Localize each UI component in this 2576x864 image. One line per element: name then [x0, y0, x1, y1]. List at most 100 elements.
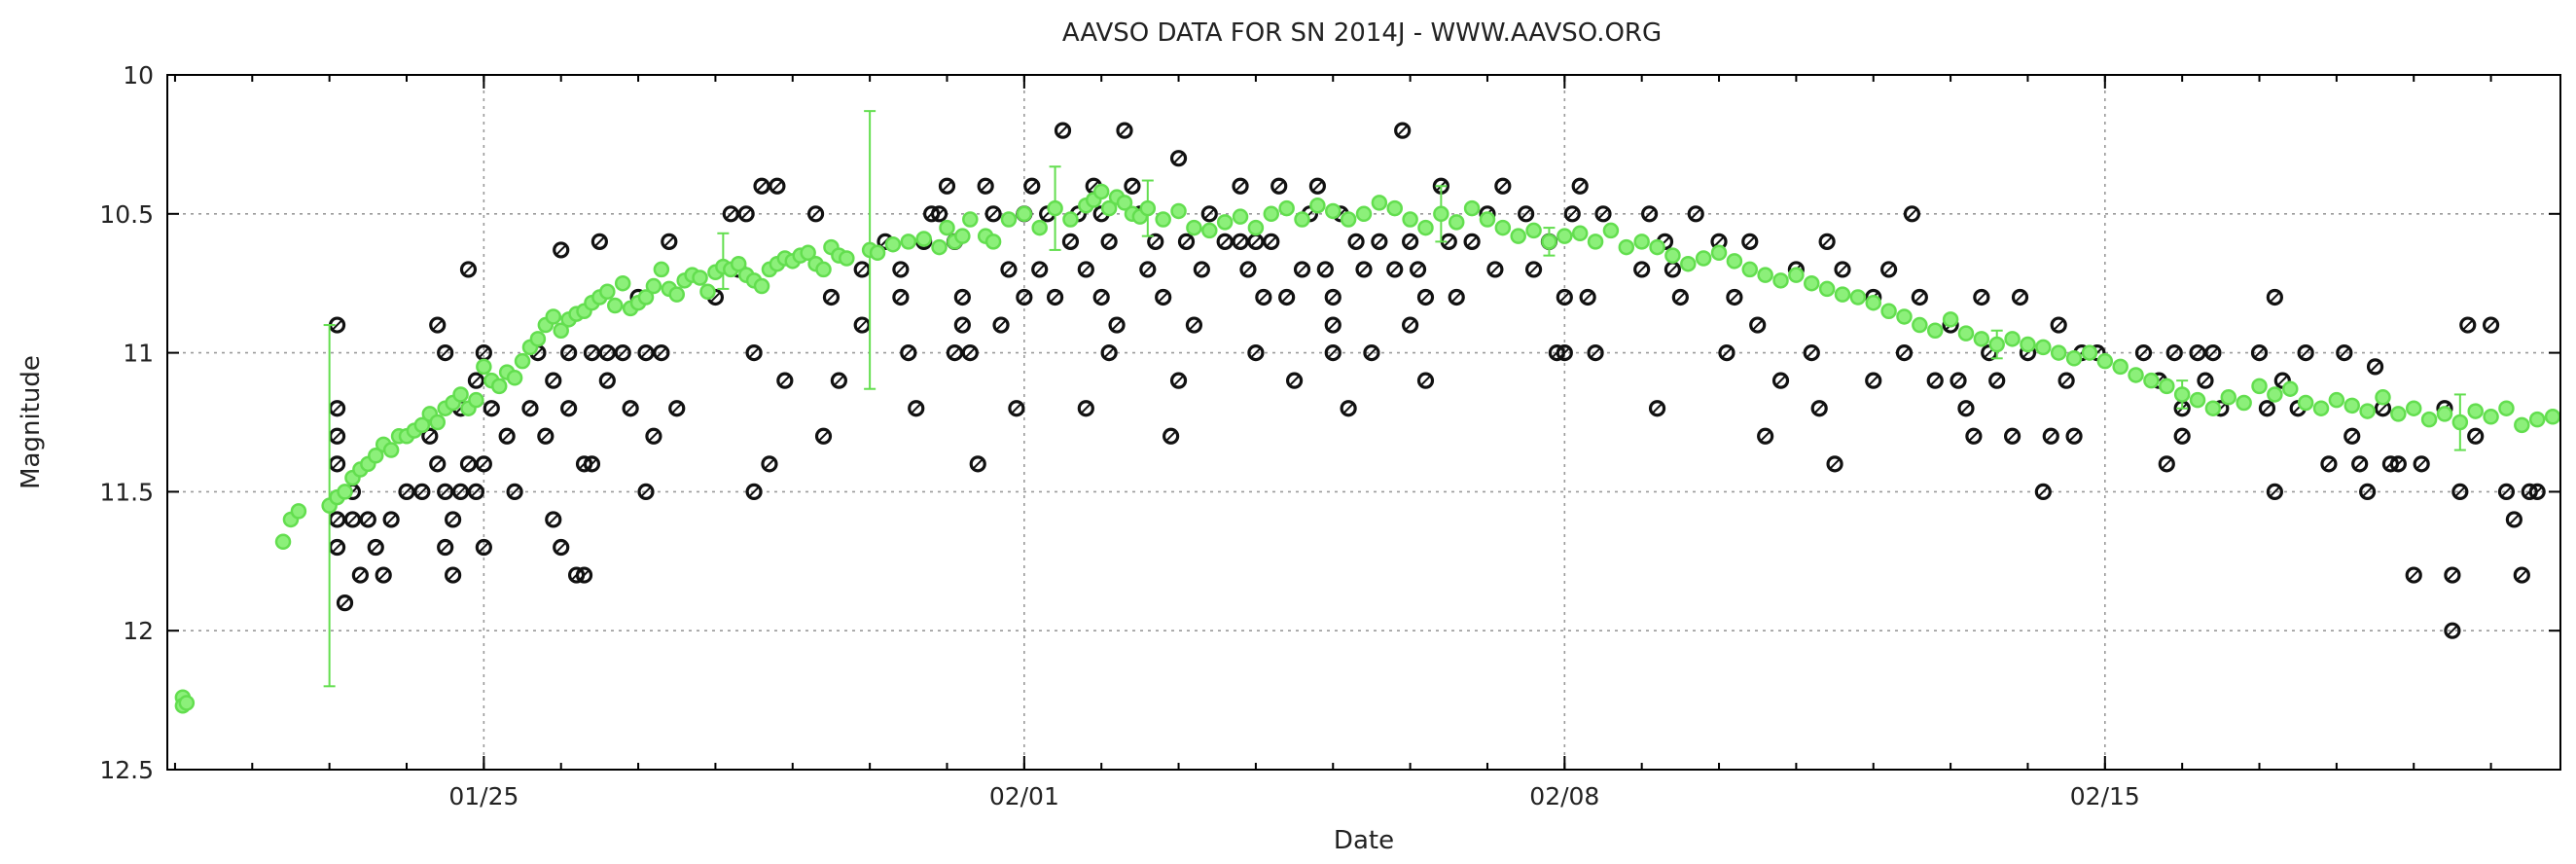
data-point-black: [398, 483, 415, 500]
data-point-green: [2143, 372, 2160, 389]
series-green-error-bars: [323, 110, 2466, 688]
data-point-black: [2297, 344, 2314, 362]
data-point-black: [2258, 400, 2276, 417]
data-point-black: [1347, 233, 1365, 250]
data-point-green: [1278, 199, 1295, 217]
data-point-black: [1903, 205, 1921, 223]
data-point-green: [668, 286, 685, 303]
data-point-black: [2158, 455, 2175, 473]
data-point-green: [1263, 205, 1280, 223]
data-point-black: [745, 344, 763, 362]
data-point-black: [2057, 372, 2075, 389]
data-point-black: [475, 538, 492, 557]
data-point-green: [1340, 211, 1357, 228]
data-point-green: [1772, 272, 1789, 289]
data-point-black: [553, 538, 570, 557]
y-tick-label: 12: [123, 617, 154, 645]
data-point-black: [2451, 483, 2469, 500]
data-point-black: [2336, 344, 2353, 362]
data-point-green: [452, 386, 469, 403]
series-green-points: [174, 183, 2561, 714]
data-point-black: [753, 177, 770, 195]
data-point-black: [590, 233, 608, 250]
data-point-black: [1061, 233, 1080, 250]
data-point-black: [1092, 288, 1110, 306]
data-point-black: [1394, 122, 1412, 139]
data-point-black: [2459, 316, 2477, 334]
data-point-green: [274, 533, 292, 551]
data-point-black: [2389, 455, 2407, 473]
data-point-green: [2297, 394, 2314, 412]
data-point-black: [2266, 288, 2283, 306]
data-point-black: [853, 261, 871, 278]
data-point-black: [1293, 261, 1311, 278]
data-point-green: [2483, 409, 2499, 425]
data-point-black: [1579, 288, 1596, 306]
data-point-green: [839, 250, 855, 267]
data-point-green: [2236, 394, 2252, 412]
data-point-black: [2366, 358, 2384, 376]
data-point-green: [2035, 339, 2052, 356]
data-point-green: [1448, 214, 1465, 231]
data-point-green: [2343, 397, 2360, 414]
data-point-black: [1810, 400, 1828, 417]
data-point-green: [1541, 234, 1557, 250]
y-axis-label: Magnitude: [17, 355, 46, 489]
data-point-black: [1486, 261, 1504, 278]
data-point-black: [459, 261, 478, 278]
data-point-black: [1687, 205, 1704, 223]
data-point-black: [1193, 261, 1210, 278]
data-point-black: [328, 538, 346, 557]
data-point-green: [2096, 352, 2114, 370]
data-point-green: [1247, 219, 1265, 236]
data-point-black: [853, 316, 871, 334]
data-point-black: [1571, 177, 1589, 195]
data-point-green: [2159, 378, 2175, 395]
data-point-green: [2081, 344, 2098, 361]
data-point-green: [413, 416, 431, 434]
data-point-black: [1023, 177, 1041, 195]
data-point-black: [1000, 261, 1018, 278]
data-point-black: [1263, 233, 1280, 250]
data-point-black: [1926, 372, 1944, 389]
data-point-black: [1386, 261, 1404, 278]
data-point-black: [1200, 205, 1218, 223]
data-point-green: [2020, 336, 2036, 353]
data-point-black: [351, 566, 369, 584]
data-point-green: [1155, 211, 1171, 228]
data-point-black: [1524, 261, 1543, 278]
data-point-black: [1016, 288, 1033, 306]
data-point-black: [822, 288, 841, 306]
data-point-black: [2413, 455, 2430, 473]
data-point-black: [1247, 233, 1265, 250]
data-point-black: [560, 400, 578, 417]
data-point-green: [1757, 267, 1773, 283]
data-point-black: [1340, 400, 1357, 417]
data-point-black: [1270, 177, 1288, 195]
data-point-green: [1000, 211, 1018, 228]
data-point-black: [661, 233, 678, 250]
data-point-green: [1957, 325, 1975, 342]
data-point-black: [451, 483, 470, 500]
data-point-green: [962, 211, 979, 228]
data-point-black: [2505, 511, 2522, 528]
data-point-green: [2112, 358, 2129, 376]
data-point-black: [1641, 205, 1659, 223]
data-point-black: [475, 455, 492, 473]
data-point-green: [1973, 331, 1990, 347]
data-point-black: [336, 594, 354, 612]
data-point-green: [1417, 219, 1434, 236]
data-point-black: [2359, 483, 2377, 500]
data-point-black: [637, 483, 655, 500]
data-point-black: [583, 455, 601, 473]
data-point-green: [2451, 414, 2469, 431]
data-point-black: [1803, 344, 1820, 362]
x-tick-label: 02/01: [989, 782, 1059, 810]
data-point-black: [328, 455, 346, 473]
data-point-green: [1386, 199, 1403, 217]
data-point-green: [2128, 367, 2144, 383]
data-point-green: [2514, 416, 2530, 434]
data-point-green: [2204, 400, 2222, 416]
data-point-green: [645, 277, 662, 295]
